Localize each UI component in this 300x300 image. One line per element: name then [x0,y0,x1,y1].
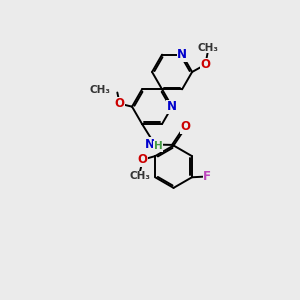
Text: N: N [145,137,155,151]
Text: O: O [180,120,190,133]
Text: N: N [167,100,177,113]
Text: N: N [177,48,187,61]
Text: H: H [154,141,162,152]
Text: CH₃: CH₃ [90,85,111,95]
Text: O: O [115,97,125,110]
Text: F: F [203,170,211,183]
Text: CH₃: CH₃ [197,43,218,53]
Text: O: O [138,153,148,166]
Text: CH₃: CH₃ [129,171,150,181]
Text: O: O [200,58,210,71]
